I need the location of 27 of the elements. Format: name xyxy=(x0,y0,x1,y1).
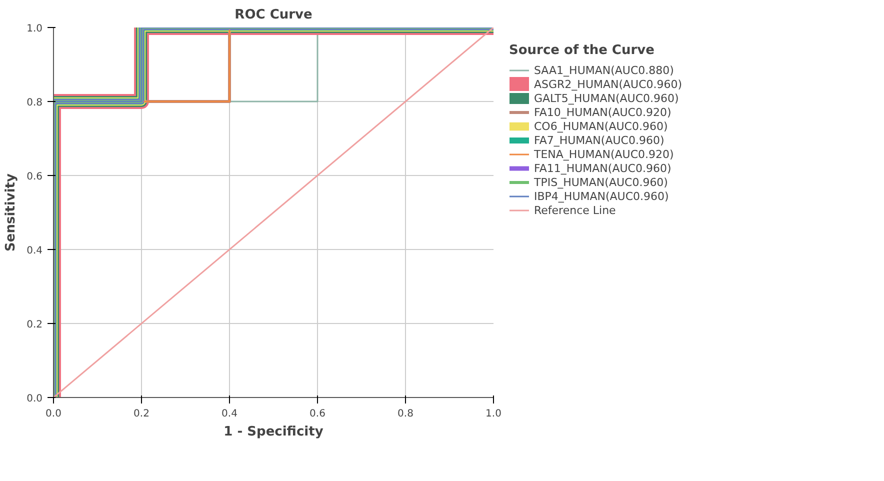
legend-label: TENA_HUMAN(AUC0.920) xyxy=(534,148,674,160)
legend-label: SAA1_HUMAN(AUC0.880) xyxy=(534,64,674,76)
legend-label: Reference Line xyxy=(534,204,616,216)
y-tick-label: 0.2 xyxy=(26,320,43,330)
x-tick-label: 0.6 xyxy=(310,408,326,420)
legend-title: Source of the Curve xyxy=(509,43,656,58)
y-tick-label: 0.6 xyxy=(26,172,43,182)
x-tick-label: 0.0 xyxy=(46,408,62,420)
y-tick-label: 1.0 xyxy=(26,24,43,34)
legend-label: CO6_HUMAN(AUC0.960) xyxy=(534,120,668,132)
legend-label: ASGR2_HUMAN(AUC0.960) xyxy=(534,78,682,90)
y-axis-title: Sensitivity xyxy=(4,173,19,252)
legend-label: TPIS_HUMAN(AUC0.960) xyxy=(534,176,668,188)
x-axis-title: 1 - Specificity xyxy=(224,424,324,440)
x-tick-label: 0.8 xyxy=(398,408,414,420)
chart-title: ROC Curve xyxy=(234,8,312,22)
legend-label: FA11_HUMAN(AUC0.960) xyxy=(534,162,672,174)
x-tick-label: 0.2 xyxy=(134,408,150,420)
legend-label: FA7_HUMAN(AUC0.960) xyxy=(534,134,664,146)
x-tick-label: 1.0 xyxy=(486,408,502,420)
x-tick-label: 0.4 xyxy=(222,408,238,420)
y-tick-label: 0.4 xyxy=(26,246,43,256)
legend-label: GALT5_HUMAN(AUC0.960) xyxy=(534,92,679,104)
y-tick-label: 0.0 xyxy=(26,394,43,404)
legend-label: IBP4_HUMAN(AUC0.960) xyxy=(534,190,669,202)
legend-label: FA10_HUMAN(AUC0.920) xyxy=(534,106,672,118)
y-tick-label: 0.8 xyxy=(26,98,43,108)
